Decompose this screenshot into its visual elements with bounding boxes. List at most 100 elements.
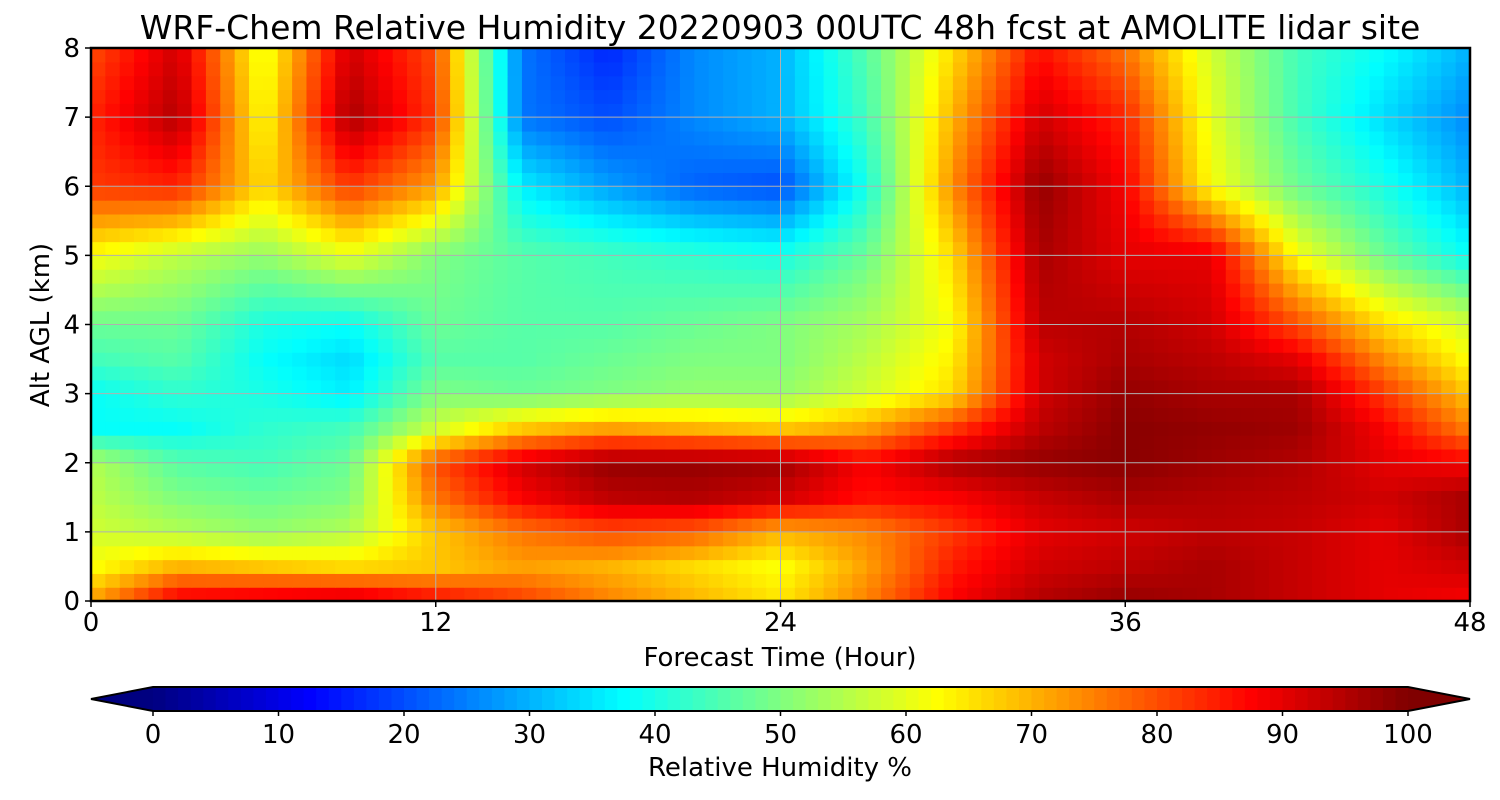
heatmap-cell (622, 379, 638, 395)
heatmap-cell (780, 324, 796, 339)
heatmap-cell (924, 393, 940, 409)
heatmap-cell (191, 61, 207, 77)
heatmap-cell (608, 504, 624, 519)
heatmap-cell (1311, 379, 1327, 395)
heatmap-cell (1268, 130, 1284, 146)
heatmap-cell (651, 352, 667, 367)
heatmap-cell (1254, 103, 1270, 118)
heatmap-cell (349, 48, 365, 63)
heatmap-cell (105, 89, 121, 104)
heatmap-cell (723, 144, 738, 160)
heatmap-cell (1139, 559, 1155, 574)
heatmap-cell (1182, 504, 1198, 519)
heatmap-cell (493, 255, 509, 270)
heatmap-cell (651, 172, 667, 187)
heatmap-cell (435, 241, 451, 256)
plot-area (89, 46, 1472, 603)
heatmap-cell (1426, 186, 1442, 201)
heatmap-cell (995, 117, 1011, 132)
heatmap-cell (191, 213, 207, 229)
heatmap-cell (1024, 573, 1040, 588)
heatmap-cell (1240, 338, 1256, 353)
heatmap-cell (723, 75, 738, 91)
heatmap-cell (679, 573, 695, 588)
x-axis: 0 12 24 36 48 (83, 601, 1487, 638)
heatmap-cell (392, 462, 408, 478)
heatmap-cell (392, 213, 408, 229)
heatmap-cell (967, 504, 983, 519)
heatmap-cell (1340, 200, 1356, 215)
heatmap-cell (579, 421, 595, 436)
colorbar-cell (906, 687, 920, 711)
heatmap-cell (464, 531, 480, 547)
heatmap-cell (378, 255, 394, 270)
heatmap-cell (91, 338, 106, 353)
heatmap-cell (1426, 130, 1442, 146)
heatmap-cell (1225, 255, 1241, 270)
colorbar-cell (780, 687, 794, 711)
heatmap-cell (1125, 518, 1141, 533)
heatmap-cell (1311, 200, 1327, 215)
heatmap-cell (550, 476, 566, 491)
heatmap-cell (320, 352, 336, 367)
heatmap-cell (1412, 504, 1428, 519)
heatmap-cell (407, 476, 422, 491)
heatmap-cell (148, 283, 164, 298)
heatmap-cell (349, 130, 365, 146)
heatmap-cell (435, 296, 451, 312)
colorbar-label: Relative Humidity % (648, 753, 912, 783)
heatmap-cell (1240, 172, 1256, 187)
heatmap-cell (277, 518, 293, 533)
heatmap-cell (837, 518, 853, 533)
heatmap-cell (1383, 172, 1399, 187)
heatmap-cell (119, 103, 135, 118)
heatmap-cell (1412, 172, 1428, 187)
heatmap-cell (579, 130, 595, 146)
heatmap-cell (507, 518, 523, 533)
colorbar-cell (265, 687, 279, 711)
heatmap-cell (1096, 531, 1112, 547)
heatmap-cell (478, 130, 494, 146)
heatmap-cell (550, 158, 566, 174)
heatmap-cell (622, 269, 638, 284)
heatmap-cell (1398, 435, 1414, 450)
heatmap-cell (1082, 352, 1098, 367)
heatmap-cell (119, 310, 135, 326)
heatmap-cell (924, 269, 940, 284)
heatmap-cell (866, 310, 882, 326)
y-tick-label: 8 (63, 34, 80, 64)
heatmap-cell (622, 407, 638, 422)
heatmap-cell (694, 61, 710, 77)
heatmap-cell (1355, 227, 1371, 243)
heatmap-cell (1369, 587, 1385, 602)
heatmap-cell (837, 476, 853, 491)
heatmap-cell (881, 573, 897, 588)
heatmap-cell (220, 186, 236, 201)
heatmap-cell (938, 462, 954, 478)
heatmap-cell (148, 144, 164, 160)
heatmap-cell (665, 476, 681, 491)
heatmap-cell (1383, 407, 1399, 422)
heatmap-cell (1369, 130, 1385, 146)
heatmap-cell (1283, 393, 1299, 409)
heatmap-cell (909, 448, 925, 464)
heatmap-cell (1096, 587, 1112, 602)
heatmap-cell (421, 379, 437, 395)
heatmap-cell (1455, 48, 1471, 63)
heatmap-cell (651, 255, 667, 270)
heatmap-cell (1240, 130, 1256, 146)
heatmap-cell (622, 200, 638, 215)
heatmap-cell (119, 421, 135, 436)
heatmap-cell (1168, 365, 1184, 381)
heatmap-cell (521, 448, 537, 464)
heatmap-cell (493, 61, 509, 77)
heatmap-cell (852, 393, 868, 409)
heatmap-cell (1426, 587, 1442, 602)
heatmap-cell (1398, 200, 1414, 215)
heatmap-cell (636, 324, 652, 339)
heatmap-cell (1139, 476, 1155, 491)
heatmap-cell (205, 476, 221, 491)
heatmap-cell (1139, 89, 1155, 104)
heatmap-cell (665, 186, 681, 201)
heatmap-cell (148, 310, 164, 326)
